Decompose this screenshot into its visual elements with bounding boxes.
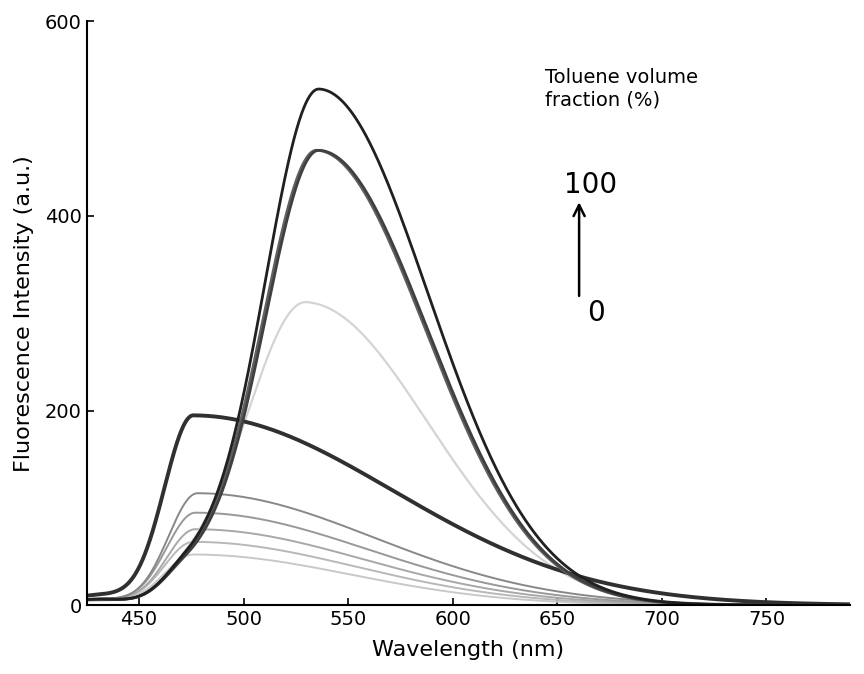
Text: 100: 100 bbox=[564, 171, 617, 199]
Text: 0: 0 bbox=[587, 299, 605, 328]
Text: Toluene volume
fraction (%): Toluene volume fraction (%) bbox=[545, 68, 698, 109]
X-axis label: Wavelength (nm): Wavelength (nm) bbox=[372, 640, 564, 660]
Y-axis label: Fluorescence Intensity (a.u.): Fluorescence Intensity (a.u.) bbox=[14, 155, 34, 472]
